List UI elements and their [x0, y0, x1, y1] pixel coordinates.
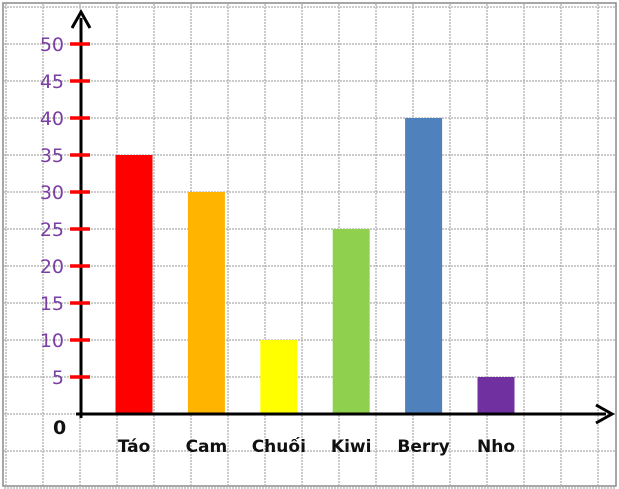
y-tick-label: 10	[40, 330, 64, 352]
x-tick-labels: Táo Cam Chuối Kiwi Berry Nho	[118, 436, 515, 457]
y-tick-label: 30	[40, 182, 64, 204]
y-tick-label: 5	[52, 367, 64, 389]
y-tick-label: 50	[40, 34, 64, 56]
x-tick-label: Cam	[186, 437, 228, 457]
origin-label: 0	[53, 417, 66, 439]
bar-4	[405, 118, 443, 414]
bar-1	[187, 192, 225, 414]
y-tick-label: 35	[40, 145, 64, 167]
axes	[70, 8, 616, 425]
x-axis-arrow	[595, 403, 616, 425]
y-tick-label: 20	[40, 256, 64, 278]
bars	[115, 118, 515, 414]
y-tick-label: 15	[40, 293, 64, 315]
y-tick-label: 25	[40, 219, 64, 241]
y-ticks: 5 10 15 20 25 30 35 40 45 50	[40, 34, 90, 389]
bar-0	[115, 155, 153, 414]
bar-3	[332, 229, 370, 414]
x-tick-label: Berry	[397, 437, 449, 457]
y-tick-label: 45	[40, 71, 64, 93]
x-tick-label: Chuối	[252, 436, 306, 457]
x-tick-label: Táo	[118, 437, 151, 457]
y-tick-label: 40	[40, 108, 64, 130]
bar-2	[260, 340, 298, 414]
y-axis-arrow	[70, 8, 92, 29]
x-tick-label: Nho	[477, 437, 515, 457]
bar-5	[477, 377, 515, 414]
x-tick-label: Kiwi	[331, 437, 372, 457]
